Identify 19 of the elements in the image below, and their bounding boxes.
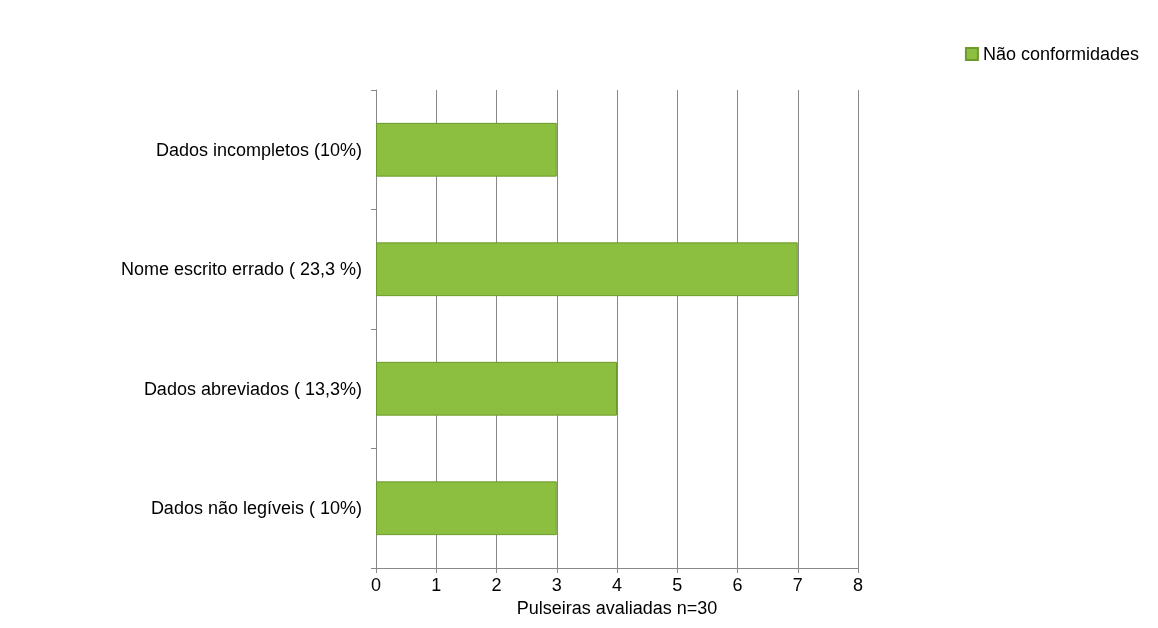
x-tick-label: 8 [852,575,864,595]
bar [376,242,798,297]
x-tick-label: 7 [792,575,803,595]
bar [376,122,557,177]
x-tick-label: 2 [491,575,502,595]
bar [376,481,557,536]
legend-label: Não conformidades [982,44,1140,64]
x-tick-label: 4 [611,575,623,595]
y-tick-label: Dados abreviados ( 13,3%) [143,378,362,399]
x-tick-label: 1 [431,575,442,595]
bar [376,361,617,416]
y-tick-label: Nome escrito errado ( 23,3 %) [120,259,362,280]
x-axis-title: Pulseiras avaliadas n=30 [516,597,718,618]
x-tick-label: 6 [732,575,743,595]
x-tick-label: 5 [672,575,683,595]
x-tick-label: 3 [551,575,562,595]
x-tick-label: 0 [370,575,382,595]
y-tick-label: Dados incompletos (10%) [155,139,362,160]
y-tick-label: Dados não legíveis ( 10%) [150,498,362,519]
